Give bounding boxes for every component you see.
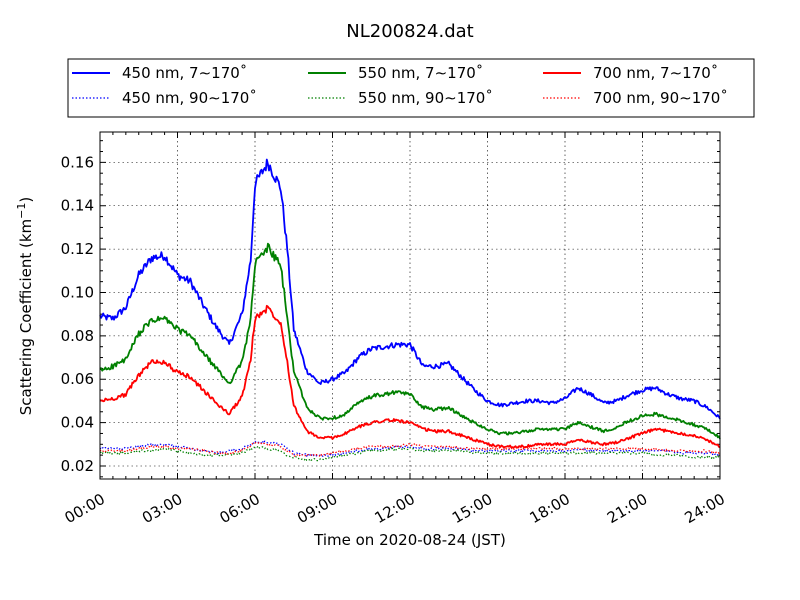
x-tick-label: 15:00 xyxy=(449,490,495,527)
y-tick-label: 0.06 xyxy=(61,370,94,388)
y-axis-label-end: ) xyxy=(17,197,35,203)
legend-label-1: 550 nm, 7∼170˚ xyxy=(358,64,483,82)
y-tick-label: 0.04 xyxy=(61,414,94,432)
y-tick-label: 0.08 xyxy=(61,327,94,345)
chart-title: NL200824.dat xyxy=(346,21,473,42)
legend-label-4: 550 nm, 90∼170˚ xyxy=(358,89,493,107)
y-axis-label-main: Scattering Coefficient (km xyxy=(17,219,35,415)
series-line-3 xyxy=(99,440,720,457)
x-tick-label: 00:00 xyxy=(62,490,108,527)
y-axis-label-sup: −1 xyxy=(15,203,28,219)
grid-layer xyxy=(100,132,720,479)
x-tick-label: 21:00 xyxy=(604,490,650,527)
legend-label-3: 450 nm, 90∼170˚ xyxy=(122,89,257,107)
y-tick-label: 0.02 xyxy=(61,457,94,475)
legend: 450 nm, 7∼170˚ 550 nm, 7∼170˚ 700 nm, 7∼17… xyxy=(67,58,755,118)
series-line-4 xyxy=(99,445,721,462)
ticks-layer: 00:00 03:00 06:00 09:00 12:00 15:00 18:00 21:00… xyxy=(61,132,728,527)
y-tick-label: 0.16 xyxy=(61,153,94,171)
x-tick-label: 06:00 xyxy=(217,490,263,527)
x-tick-label: 18:00 xyxy=(527,490,573,527)
x-axis-label: Time on 2020-08-24 (JST) xyxy=(313,531,506,549)
series-line-0 xyxy=(99,158,721,420)
legend-label-5: 700 nm, 90∼170˚ xyxy=(593,89,728,107)
x-tick-label: 12:00 xyxy=(372,490,418,527)
plot-frame xyxy=(99,131,721,480)
y-tick-label: 0.12 xyxy=(61,240,94,258)
series-line-2 xyxy=(99,304,721,449)
legend-label-0: 450 nm, 7∼170˚ xyxy=(122,64,247,82)
y-axis-label: Scattering Coefficient (km−1) xyxy=(15,197,35,416)
series-line-5 xyxy=(99,441,721,457)
legend-box xyxy=(67,58,755,118)
y-tick-label: 0.14 xyxy=(61,197,94,215)
series-layer xyxy=(99,158,721,462)
series-line-1 xyxy=(99,242,721,440)
x-tick-label: 24:00 xyxy=(682,490,728,527)
x-tick-label: 09:00 xyxy=(294,490,340,527)
y-tick-label: 0.10 xyxy=(61,283,94,301)
legend-label-2: 700 nm, 7∼170˚ xyxy=(593,64,718,82)
x-tick-label: 03:00 xyxy=(139,490,185,527)
